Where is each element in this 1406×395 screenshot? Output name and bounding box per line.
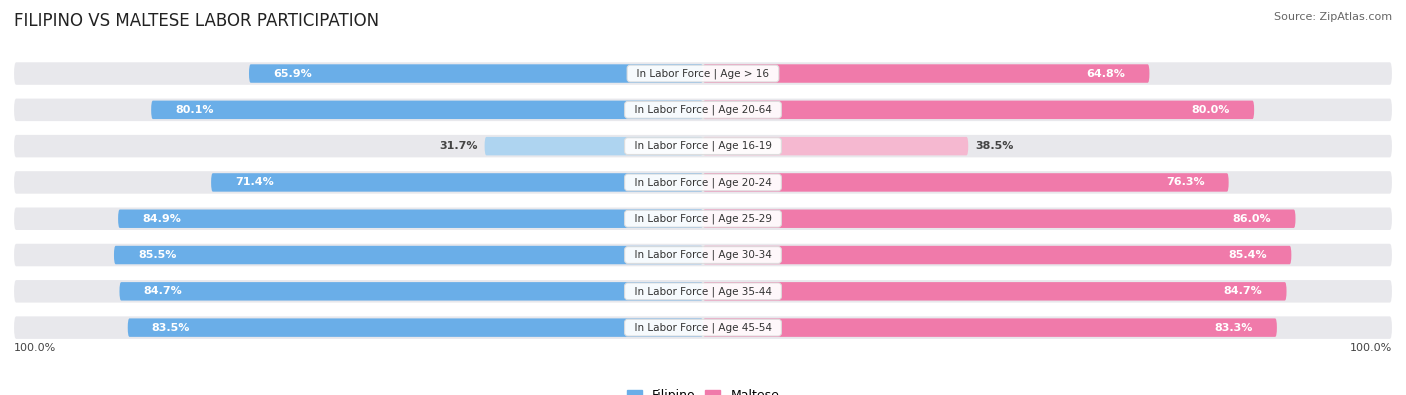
Text: In Labor Force | Age 25-29: In Labor Force | Age 25-29 <box>627 213 779 224</box>
FancyBboxPatch shape <box>703 137 969 155</box>
Text: In Labor Force | Age 30-34: In Labor Force | Age 30-34 <box>628 250 778 260</box>
Text: 64.8%: 64.8% <box>1087 69 1125 79</box>
Text: 100.0%: 100.0% <box>14 343 56 353</box>
FancyBboxPatch shape <box>14 280 1392 303</box>
FancyBboxPatch shape <box>114 246 703 264</box>
FancyBboxPatch shape <box>14 135 1392 157</box>
FancyBboxPatch shape <box>703 64 1150 83</box>
Text: 76.3%: 76.3% <box>1166 177 1205 188</box>
Text: 65.9%: 65.9% <box>273 69 312 79</box>
Text: 86.0%: 86.0% <box>1233 214 1271 224</box>
Text: In Labor Force | Age 45-54: In Labor Force | Age 45-54 <box>627 322 779 333</box>
Text: 80.1%: 80.1% <box>176 105 214 115</box>
Text: 100.0%: 100.0% <box>1350 343 1392 353</box>
Text: In Labor Force | Age > 16: In Labor Force | Age > 16 <box>630 68 776 79</box>
Text: 83.5%: 83.5% <box>152 323 190 333</box>
FancyBboxPatch shape <box>14 244 1392 266</box>
FancyBboxPatch shape <box>703 101 1254 119</box>
FancyBboxPatch shape <box>703 173 1229 192</box>
Text: 84.9%: 84.9% <box>142 214 181 224</box>
FancyBboxPatch shape <box>14 316 1392 339</box>
Text: 84.7%: 84.7% <box>143 286 183 296</box>
FancyBboxPatch shape <box>485 137 703 155</box>
Text: In Labor Force | Age 20-64: In Labor Force | Age 20-64 <box>628 105 778 115</box>
Text: 83.3%: 83.3% <box>1215 323 1253 333</box>
Text: 84.7%: 84.7% <box>1223 286 1263 296</box>
FancyBboxPatch shape <box>152 101 703 119</box>
FancyBboxPatch shape <box>14 207 1392 230</box>
Text: In Labor Force | Age 20-24: In Labor Force | Age 20-24 <box>628 177 778 188</box>
FancyBboxPatch shape <box>14 62 1392 85</box>
FancyBboxPatch shape <box>703 209 1295 228</box>
Text: Source: ZipAtlas.com: Source: ZipAtlas.com <box>1274 12 1392 22</box>
Text: 85.4%: 85.4% <box>1229 250 1267 260</box>
FancyBboxPatch shape <box>118 209 703 228</box>
FancyBboxPatch shape <box>703 282 1286 301</box>
FancyBboxPatch shape <box>120 282 703 301</box>
FancyBboxPatch shape <box>211 173 703 192</box>
Text: FILIPINO VS MALTESE LABOR PARTICIPATION: FILIPINO VS MALTESE LABOR PARTICIPATION <box>14 12 380 30</box>
Legend: Filipino, Maltese: Filipino, Maltese <box>621 384 785 395</box>
Text: 31.7%: 31.7% <box>439 141 478 151</box>
FancyBboxPatch shape <box>703 318 1277 337</box>
Text: 38.5%: 38.5% <box>976 141 1014 151</box>
Text: 85.5%: 85.5% <box>138 250 176 260</box>
FancyBboxPatch shape <box>703 246 1291 264</box>
Text: In Labor Force | Age 16-19: In Labor Force | Age 16-19 <box>627 141 779 151</box>
Text: 80.0%: 80.0% <box>1192 105 1230 115</box>
Text: In Labor Force | Age 35-44: In Labor Force | Age 35-44 <box>627 286 779 297</box>
FancyBboxPatch shape <box>249 64 703 83</box>
FancyBboxPatch shape <box>128 318 703 337</box>
FancyBboxPatch shape <box>14 171 1392 194</box>
Text: 71.4%: 71.4% <box>235 177 274 188</box>
FancyBboxPatch shape <box>14 99 1392 121</box>
